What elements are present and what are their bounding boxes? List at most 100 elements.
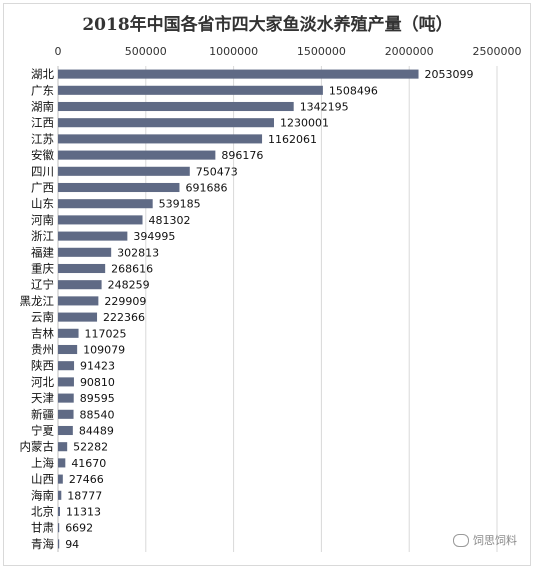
bar: [58, 85, 323, 95]
data-label: 109079: [83, 344, 125, 357]
data-label: 52282: [73, 441, 108, 454]
chart-title: 2018年中国各省市四大家鱼淡水养殖产量（吨）: [82, 15, 453, 35]
category-label: 浙江: [31, 229, 54, 243]
category-label: 新疆: [31, 407, 54, 421]
category-label: 上海: [31, 456, 54, 470]
data-label: 394995: [133, 230, 175, 243]
data-label: 229909: [104, 295, 146, 308]
category-label: 山西: [31, 472, 54, 486]
category-label: 贵州: [31, 343, 54, 357]
bar: [58, 166, 190, 176]
bar: [58, 199, 153, 209]
category-label: 海南: [31, 488, 54, 502]
bar: [58, 442, 68, 452]
bar: [58, 409, 74, 419]
data-label: 90810: [80, 376, 115, 389]
data-label: 539185: [159, 198, 201, 211]
bar: [58, 312, 98, 322]
category-label: 福建: [31, 245, 54, 259]
category-label: 四川: [31, 164, 54, 178]
data-label: 691686: [185, 182, 227, 195]
bar: [58, 134, 263, 144]
data-label: 84489: [79, 425, 114, 438]
bar: [58, 182, 180, 193]
data-label: 302813: [117, 246, 159, 259]
data-label: 27466: [69, 473, 104, 486]
data-label: 18777: [67, 489, 102, 502]
category-label: 内蒙古: [20, 440, 55, 454]
bar: [58, 458, 66, 468]
category-label: 宁夏: [31, 424, 54, 438]
data-label: 6692: [65, 522, 93, 535]
category-label: 湖南: [31, 100, 54, 114]
x-tick-label: 2000000: [385, 45, 434, 58]
category-label: 青海: [31, 537, 54, 551]
bar: [58, 377, 74, 387]
data-label: 248259: [108, 279, 150, 292]
data-label: 222366: [103, 311, 145, 324]
data-label: 1508496: [329, 84, 378, 97]
chart-frame: [3, 3, 531, 566]
data-label: 91423: [80, 360, 115, 373]
bar: [58, 393, 74, 403]
bar: [58, 328, 79, 338]
x-tick-label: 2500000: [473, 45, 522, 58]
category-label: 广东: [31, 83, 54, 97]
category-label: 湖北: [31, 67, 54, 81]
data-label: 896176: [221, 149, 263, 162]
category-label: 云南: [31, 310, 54, 324]
category-label: 安徽: [31, 148, 54, 162]
data-label: 89595: [80, 392, 115, 405]
watermark-text: 饲思饲料: [473, 534, 517, 547]
x-tick-label: 500000: [125, 45, 167, 58]
watermark: 饲思饲料: [453, 532, 517, 548]
category-label: 辽宁: [31, 278, 54, 292]
bar: [58, 296, 99, 306]
category-label: 广西: [31, 181, 54, 195]
x-tick-label: 1000000: [209, 45, 258, 58]
category-label: 山东: [31, 197, 54, 211]
category-label: 吉林: [31, 326, 54, 340]
bar: [58, 539, 60, 549]
category-label: 河北: [31, 375, 54, 389]
bar: [58, 280, 102, 290]
bar: [58, 361, 75, 371]
bar: [58, 231, 128, 241]
bar: [58, 344, 78, 355]
category-label: 甘肃: [31, 521, 54, 535]
category-label: 天津: [31, 391, 54, 405]
bar: [58, 118, 274, 128]
category-label: 陕西: [31, 359, 54, 373]
data-label: 94: [65, 538, 79, 551]
wechat-icon: [453, 533, 469, 547]
data-label: 481302: [149, 214, 191, 227]
category-label: 黑龙江: [20, 294, 55, 308]
bar: [58, 263, 106, 274]
data-label: 1230001: [280, 117, 329, 130]
category-label: 河南: [31, 213, 54, 227]
bar: [58, 490, 62, 500]
bar: [58, 69, 419, 79]
category-label: 重庆: [31, 262, 54, 276]
bar: [58, 425, 73, 436]
bar: [58, 150, 216, 160]
data-label: 1162061: [268, 133, 317, 146]
data-label: 268616: [111, 263, 153, 276]
bar: [58, 101, 294, 112]
data-label: 750473: [196, 165, 238, 178]
data-label: 88540: [80, 408, 115, 421]
x-tick-label: 1500000: [297, 45, 346, 58]
data-label: 2053099: [425, 68, 474, 81]
bar: [58, 247, 112, 257]
bar: [58, 506, 60, 517]
category-label: 江西: [31, 116, 54, 130]
bar: [58, 523, 60, 533]
category-label: 北京: [31, 505, 54, 519]
data-label: 41670: [71, 457, 106, 470]
x-tick-label: 0: [55, 45, 62, 58]
data-label: 11313: [66, 506, 101, 519]
bar: [58, 474, 63, 484]
category-label: 江苏: [31, 132, 54, 146]
bar: [58, 215, 143, 225]
